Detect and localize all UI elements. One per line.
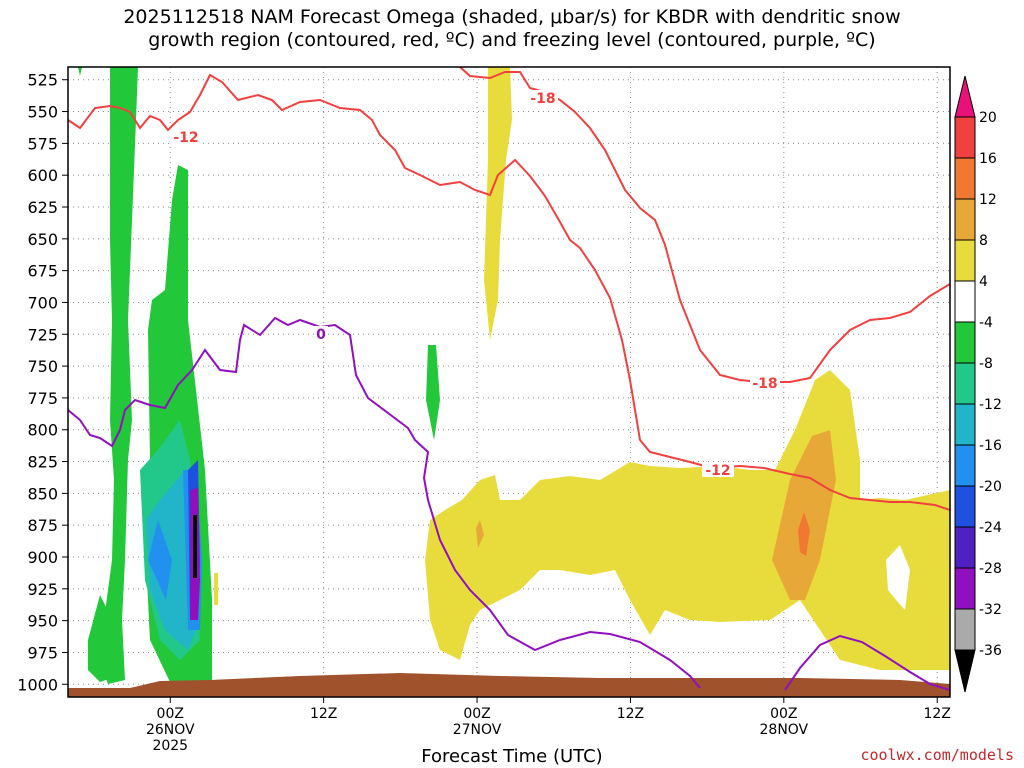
colorbar-label: -8 [979,356,993,372]
colorbar-segment [954,239,976,282]
y-tick-label: 600 [27,166,58,185]
colorbar-label: 12 [979,192,997,208]
plot-frame [67,66,951,698]
y-tick-label: 775 [27,389,58,408]
y-tick-label: 975 [27,643,58,662]
x-tick-label: 2025 [152,738,188,754]
contour-layer [68,67,950,691]
x-axis-title: Forecast Time (UTC) [421,746,603,767]
colorbar-segment [954,485,976,528]
contour-minus18-dgz [459,67,950,383]
y-tick-label: 550 [27,103,58,122]
colorbar-label: 16 [979,151,997,167]
x-tick-label: 26NOV [146,722,195,738]
x-axis: 00Z26NOV202512Z00Z27NOV12Z00Z28NOV12Z00Z… [146,697,951,754]
omega-orange [798,512,810,556]
contour-minus12-dgz [68,73,950,511]
chart-title: 2025112518 NAM Forecast Omega (shaded, μ… [0,6,1024,52]
omega-green-tiny [78,67,82,76]
contour-label-zero: 0 [316,327,326,343]
y-tick-label: 825 [27,453,58,472]
omega-green-small [426,345,440,440]
colorbar-label: 20 [979,110,997,126]
x-tick-label: 00Z [770,706,797,722]
colorbar-label: -20 [979,479,1002,495]
x-tick-label: 12Z [924,706,951,722]
y-tick-label: 800 [27,421,58,440]
omega-orange-small [476,520,484,548]
contour-label-minus12-b: -12 [705,463,730,479]
y-tick-label: 525 [27,71,58,90]
x-tick-label: 12Z [617,706,644,722]
x-tick-label: 28NOV [760,722,809,738]
colorbar-top-arrow [954,75,976,118]
y-tick-label: 850 [27,484,58,503]
x-tick-label: 00Z [463,706,490,722]
y-tick-label: 750 [27,357,58,376]
colorbar-segment [954,198,976,241]
colorbar-segment [954,280,976,323]
colorbar-segment [954,362,976,405]
omega-green-left [99,67,138,684]
contour-labels: -12 -18 -18 -12 0 [170,90,780,479]
colorbar-label: -4 [979,315,993,331]
contour-freezing-level [68,316,950,691]
y-tick-label: 725 [27,325,58,344]
omega-yellow-small [214,573,218,605]
y-tick-label: 875 [27,516,58,535]
colorbar-segment [954,116,976,159]
colorbar-label: -24 [979,520,1002,536]
title-line-2: growth region (contoured, red, ºC) and f… [148,29,876,51]
title-line-1: 2025112518 NAM Forecast Omega (shaded, μ… [123,6,901,28]
colorbar-label: -36 [979,643,1002,659]
shading-layer [78,67,950,684]
omega-white-hole [886,545,910,610]
colorbar-segment [954,403,976,446]
y-axis: 525 550 575 600 625 650 675 700 725 750 775 800 825 8… [17,71,68,694]
contour-label-minus18-a: -18 [530,91,555,107]
y-tick-label: 675 [27,262,58,281]
colorbar: 20 16 12 8 4 -4 -8 -12 -16 -20 -24 -28 -32 -36 [954,75,1002,693]
colorbar-segment [954,321,976,364]
contour-label-minus18-b: -18 [752,376,777,392]
colorbar-label: -16 [979,438,1002,454]
colorbar-bottom-arrow [954,649,976,693]
colorbar-label: -12 [979,397,1002,413]
omega-black-core [193,515,197,578]
y-tick-label: 625 [27,198,58,217]
y-tick-label: 575 [27,134,58,153]
colorbar-segment [954,157,976,200]
x-tick-label: 27NOV [453,722,502,738]
y-tick-label: 1000 [17,675,58,694]
colorbar-segment [954,444,976,487]
colorbar-segment [954,567,976,610]
y-tick-label: 950 [27,612,58,631]
y-tick-label: 650 [27,230,58,249]
terrain [68,673,950,697]
colorbar-label: -32 [979,602,1002,618]
credit-link[interactable]: coolwx.com/models [860,746,1014,764]
colorbar-label: -28 [979,561,1002,577]
colorbar-label: 8 [979,233,988,249]
x-tick-label: 12Z [310,706,337,722]
colorbar-label: 4 [979,274,988,290]
omega-blue [148,520,172,600]
x-tick-label: 00Z [157,706,184,722]
contour-label-minus12-a: -12 [173,130,198,146]
colorbar-segment [954,608,976,651]
y-tick-label: 925 [27,580,58,599]
y-tick-label: 900 [27,548,58,567]
omega-green-left-low [88,595,120,682]
omega-yellow-upper [484,67,512,340]
y-tick-label: 700 [27,293,58,312]
colorbar-segment [954,526,976,569]
